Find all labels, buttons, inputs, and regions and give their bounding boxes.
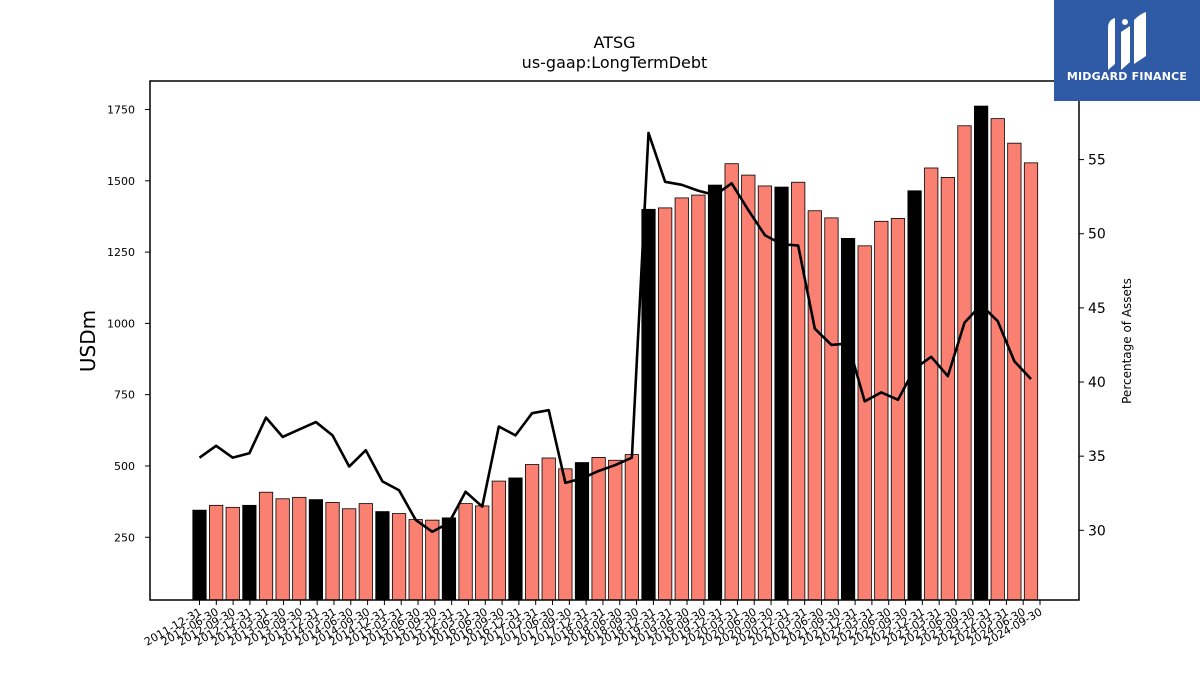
bar xyxy=(974,105,989,601)
bar xyxy=(491,480,506,601)
chart-title: ATSG xyxy=(593,33,635,52)
line-layer xyxy=(198,131,1032,534)
left-axis: 250 500 750 1000 1250 1500 1750 xyxy=(107,104,150,544)
y-tick-label: 500 xyxy=(114,460,135,473)
bar xyxy=(342,508,357,601)
bar xyxy=(1023,162,1039,601)
bar xyxy=(1007,142,1022,601)
bar xyxy=(707,184,723,601)
bar xyxy=(325,502,340,601)
bar xyxy=(591,457,606,601)
bar xyxy=(458,503,473,601)
y-tick-label: 1500 xyxy=(107,175,135,188)
y-tick-label: 1250 xyxy=(107,246,135,259)
bar xyxy=(558,468,573,601)
bar xyxy=(840,238,856,601)
bar xyxy=(774,186,789,601)
bar xyxy=(508,477,523,601)
bar xyxy=(358,503,373,601)
y-tick-label: 750 xyxy=(114,389,135,402)
bar xyxy=(225,506,240,601)
bar xyxy=(292,496,307,601)
bar xyxy=(258,491,274,601)
y2-tick-label: 40 xyxy=(1088,375,1106,391)
bar xyxy=(408,519,423,601)
bar xyxy=(907,190,922,601)
bar xyxy=(824,217,839,601)
y2-axis-label: Percentage of Assets xyxy=(1120,278,1134,404)
bar xyxy=(441,517,457,601)
bar xyxy=(574,462,590,601)
y-tick-label: 250 xyxy=(114,531,135,544)
bar xyxy=(890,218,906,601)
y2-tick-label: 30 xyxy=(1088,523,1106,539)
bar xyxy=(475,505,490,601)
bar xyxy=(192,509,207,601)
plot-frame xyxy=(149,80,1080,601)
bar xyxy=(209,504,224,601)
logo-mark-icon xyxy=(1108,12,1146,70)
bar xyxy=(957,125,972,601)
right-axis: 30 35 40 45 50 55 xyxy=(1079,153,1106,539)
bar xyxy=(375,511,390,601)
pct-of-assets-line xyxy=(198,131,1032,534)
y2-tick-label: 55 xyxy=(1088,153,1106,169)
y-axis-label: USDm xyxy=(76,310,100,372)
bar xyxy=(308,499,324,601)
bars-layer xyxy=(192,105,1039,601)
bar xyxy=(990,118,1005,601)
bar xyxy=(275,498,290,601)
y2-tick-label: 50 xyxy=(1088,227,1106,243)
brand-logo: MIDGARD FINANCE xyxy=(1054,0,1200,101)
bar xyxy=(741,174,756,601)
bar xyxy=(242,504,257,601)
bar xyxy=(924,167,939,601)
y-tick-label: 1000 xyxy=(107,317,135,330)
logo-text: MIDGARD FINANCE xyxy=(1066,70,1188,83)
bar xyxy=(757,185,773,601)
bar xyxy=(608,459,623,601)
y-tick-label: 1750 xyxy=(107,104,135,117)
bar xyxy=(874,220,889,601)
bar xyxy=(807,210,822,601)
bar xyxy=(391,513,407,601)
bar xyxy=(541,457,556,601)
bar xyxy=(940,176,955,601)
bar xyxy=(525,464,540,601)
bar xyxy=(624,454,639,601)
x-axis: 2011-12-312012-06-302012-09-302012-12-31… xyxy=(142,600,1045,649)
bar xyxy=(857,245,872,601)
bar xyxy=(641,208,656,601)
chart-subtitle: us-gaap:LongTermDebt xyxy=(522,53,708,72)
y2-tick-label: 35 xyxy=(1088,449,1106,465)
bar xyxy=(674,197,689,601)
bar xyxy=(724,163,739,601)
y2-tick-label: 45 xyxy=(1088,301,1106,317)
bar xyxy=(658,207,673,601)
bar xyxy=(691,194,706,601)
